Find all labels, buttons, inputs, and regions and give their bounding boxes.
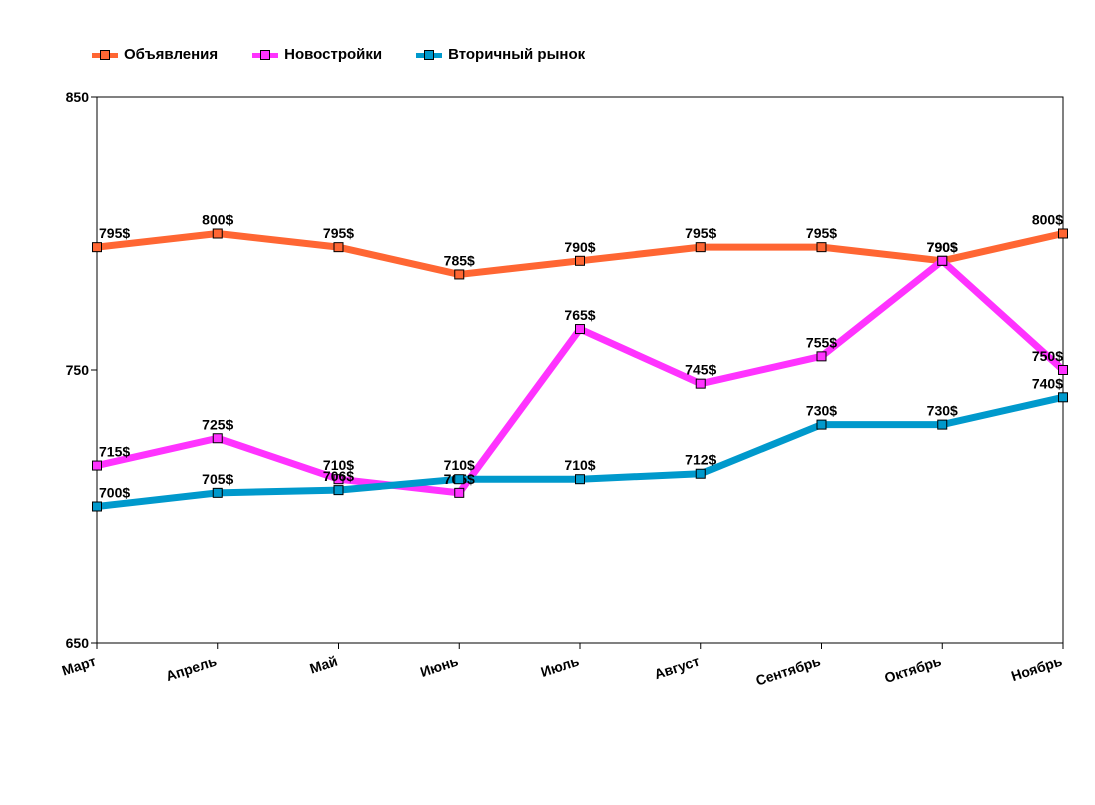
data-label: 730$ (927, 403, 958, 419)
data-label: 795$ (99, 225, 130, 241)
legend-label-new-buildings: Новостройки (284, 46, 383, 63)
data-label: 800$ (1032, 212, 1063, 228)
data-label: 795$ (685, 225, 716, 241)
series-line-2 (96, 393, 1064, 510)
data-point (454, 474, 465, 485)
x-tick-label: Июнь (418, 653, 460, 680)
data-label: 706$ (323, 468, 354, 484)
data-label: 712$ (685, 452, 716, 468)
data-point (816, 242, 827, 253)
data-point (695, 468, 706, 479)
data-point (92, 460, 102, 471)
data-label: 725$ (202, 416, 233, 432)
data-point (333, 474, 344, 485)
x-tick-label: Май (308, 653, 340, 677)
data-point (575, 255, 585, 266)
data-point (695, 378, 706, 389)
data-label: 765$ (564, 307, 595, 323)
data-label: 710$ (444, 457, 475, 473)
data-point (454, 487, 465, 498)
data-point (1058, 228, 1068, 239)
data-point (92, 501, 102, 512)
legend-item-new-buildings: Новостройки (252, 46, 382, 63)
x-tick-label: Октябрь (882, 653, 943, 686)
data-point (816, 419, 827, 430)
data-label: 790$ (927, 239, 958, 255)
x-tick-label: Ноябрь (1009, 653, 1064, 685)
data-point (454, 269, 465, 280)
legend-label-ads: Объявления (124, 46, 219, 63)
data-label: 795$ (323, 225, 354, 241)
data-point (212, 433, 223, 444)
legend-item-secondary-market: Вторичный рынок (416, 46, 585, 63)
data-point (1058, 392, 1068, 403)
data-label: 740$ (1032, 375, 1063, 391)
data-label: 705$ (202, 471, 233, 487)
data-point (695, 242, 706, 253)
legend-label-secondary-market: Вторичный рынок (448, 46, 586, 63)
legend-item-ads: Объявления (92, 46, 218, 63)
data-point (937, 255, 948, 266)
x-tick-label: Март (60, 653, 98, 679)
data-point (575, 324, 585, 335)
legend-swatch-new-buildings (252, 49, 279, 61)
data-label: 710$ (564, 457, 595, 473)
data-label: 700$ (99, 485, 130, 501)
x-tick-label: Август (652, 653, 701, 683)
legend-swatch-secondary-market (416, 49, 443, 61)
data-label: 745$ (685, 362, 716, 378)
data-point (937, 419, 948, 430)
x-tick-label: Сентябрь (754, 653, 823, 689)
plot-area (96, 96, 1064, 644)
data-label: 730$ (806, 403, 837, 419)
data-point (1058, 365, 1068, 375)
data-point (575, 474, 585, 485)
data-label: 750$ (1032, 348, 1063, 364)
data-label: 755$ (806, 334, 837, 350)
y-tick-label: 650 (66, 635, 90, 651)
data-label: 790$ (564, 239, 595, 255)
y-tick-label: 750 (66, 362, 90, 378)
data-label: 795$ (806, 225, 837, 241)
data-point (816, 351, 827, 362)
data-point (333, 242, 344, 253)
data-label: 800$ (202, 212, 233, 228)
data-label: 715$ (99, 444, 130, 460)
data-point (212, 487, 223, 498)
data-label: 785$ (444, 252, 475, 268)
legend-swatch-ads (92, 49, 118, 61)
x-tick-label: Апрель (164, 653, 219, 685)
y-tick-label: 850 (66, 89, 90, 105)
x-tick-label: Июль (539, 653, 582, 680)
data-point (333, 485, 344, 496)
chart-legend: Объявления Новостройки Вторичный рынок (92, 46, 585, 63)
data-point (92, 242, 102, 253)
data-point (212, 228, 223, 239)
data-label: 710$ (323, 457, 354, 473)
data-label: 790$ (927, 239, 958, 255)
